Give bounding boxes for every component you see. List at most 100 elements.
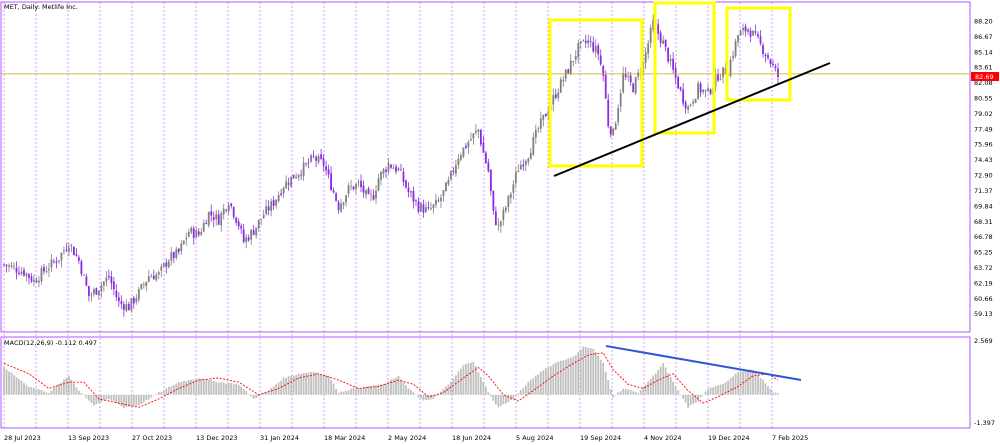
macd-bar: [627, 389, 630, 395]
macd-bar: [392, 378, 395, 395]
macd-bar: [432, 394, 435, 399]
macd-bar: [170, 386, 173, 395]
macd-bar: [752, 370, 754, 395]
price-tick-label: 80.55: [974, 95, 993, 103]
macd-bar: [70, 379, 73, 395]
macd-bar: [617, 392, 620, 395]
candle-body: [55, 261, 58, 263]
date-tick-label: 7 Feb 2025: [772, 434, 808, 442]
macd-bar: [205, 379, 208, 395]
price-tick-label: 79.02: [974, 110, 993, 118]
price-tick-label: 74.43: [974, 156, 993, 164]
macd-bar: [15, 377, 18, 395]
candle-body: [342, 202, 345, 205]
candle-body: [507, 195, 510, 208]
candle-body: [310, 155, 313, 162]
candle-body: [737, 35, 739, 42]
macd-bar: [482, 381, 485, 395]
macd-bar: [140, 394, 143, 404]
candle-body: [205, 222, 208, 225]
macd-bar: [672, 381, 675, 395]
macd-bar: [225, 383, 228, 395]
candle-body: [387, 163, 390, 172]
candle-body: [347, 185, 350, 194]
macd-bar: [694, 394, 697, 403]
candle-body: [170, 252, 173, 261]
macd-bar: [58, 383, 60, 395]
candle-body: [80, 261, 83, 275]
macd-bar: [587, 347, 590, 395]
candle-body: [637, 72, 640, 77]
candle-body: [125, 304, 128, 312]
macd-bar: [335, 389, 337, 395]
macd-bar: [145, 394, 148, 401]
candle-body: [100, 285, 103, 292]
candle-body: [644, 52, 647, 63]
macd-bar: [457, 371, 460, 395]
candle-body: [73, 246, 75, 256]
macd-bar: [467, 363, 470, 395]
candle-body: [385, 169, 387, 172]
candle-body: [145, 281, 148, 287]
macd-bar: [519, 389, 522, 395]
candle-body: [87, 285, 90, 297]
macd-bar: [692, 394, 695, 404]
candle-body: [512, 184, 515, 193]
macd-bar: [450, 381, 452, 395]
candle-body: [445, 182, 447, 192]
candle-body: [365, 190, 367, 195]
candle-body: [240, 225, 243, 229]
macd-bar: [155, 394, 158, 395]
macd-bar: [127, 394, 130, 407]
macd-bar: [82, 394, 85, 396]
candle-body: [287, 183, 290, 185]
candle-body: [377, 178, 380, 191]
macd-bar: [484, 386, 487, 395]
candle-body: [669, 58, 672, 62]
candle-body: [260, 218, 263, 220]
macd-bar: [634, 391, 637, 395]
macd-bar: [442, 388, 445, 395]
macd-bar: [215, 382, 218, 395]
macd-bar: [524, 385, 527, 395]
macd-bar: [165, 388, 168, 395]
macd-bar: [430, 394, 432, 400]
macd-bar: [332, 383, 335, 395]
macd-bar: [604, 371, 607, 395]
macd-bar: [652, 375, 655, 395]
macd-bar: [60, 382, 63, 395]
macd-bar: [460, 368, 462, 395]
candle-body: [132, 297, 135, 304]
macd-bar: [547, 366, 550, 395]
macd-bar: [477, 372, 480, 395]
candle-body: [629, 75, 632, 83]
macd-bar: [674, 385, 677, 395]
candle-body: [332, 190, 335, 193]
candle-body: [25, 273, 28, 276]
macd-bar: [594, 352, 597, 395]
macd-bar: [325, 375, 327, 395]
candle-body: [282, 187, 285, 194]
macd-bar: [377, 384, 380, 395]
candle-body: [427, 206, 430, 208]
macd-bar: [607, 380, 610, 395]
macd-bar: [712, 387, 714, 395]
macd-bar: [759, 378, 762, 395]
candle-body: [357, 181, 360, 183]
macd-bar: [185, 381, 188, 395]
macd-bar: [614, 394, 617, 396]
date-tick-label: 5 Aug 2024: [516, 434, 554, 442]
candle-body: [425, 207, 427, 212]
candle-body: [197, 231, 200, 235]
candle-body: [65, 249, 68, 251]
candle-body: [474, 130, 477, 133]
support-trendline: [553, 62, 831, 177]
candle-body: [190, 227, 193, 233]
candle-body: [110, 276, 113, 284]
macd-bar: [33, 388, 35, 395]
candle-body: [752, 30, 754, 36]
candle-body: [135, 298, 138, 302]
macd-bar: [200, 378, 203, 395]
macd-bar: [365, 386, 367, 395]
